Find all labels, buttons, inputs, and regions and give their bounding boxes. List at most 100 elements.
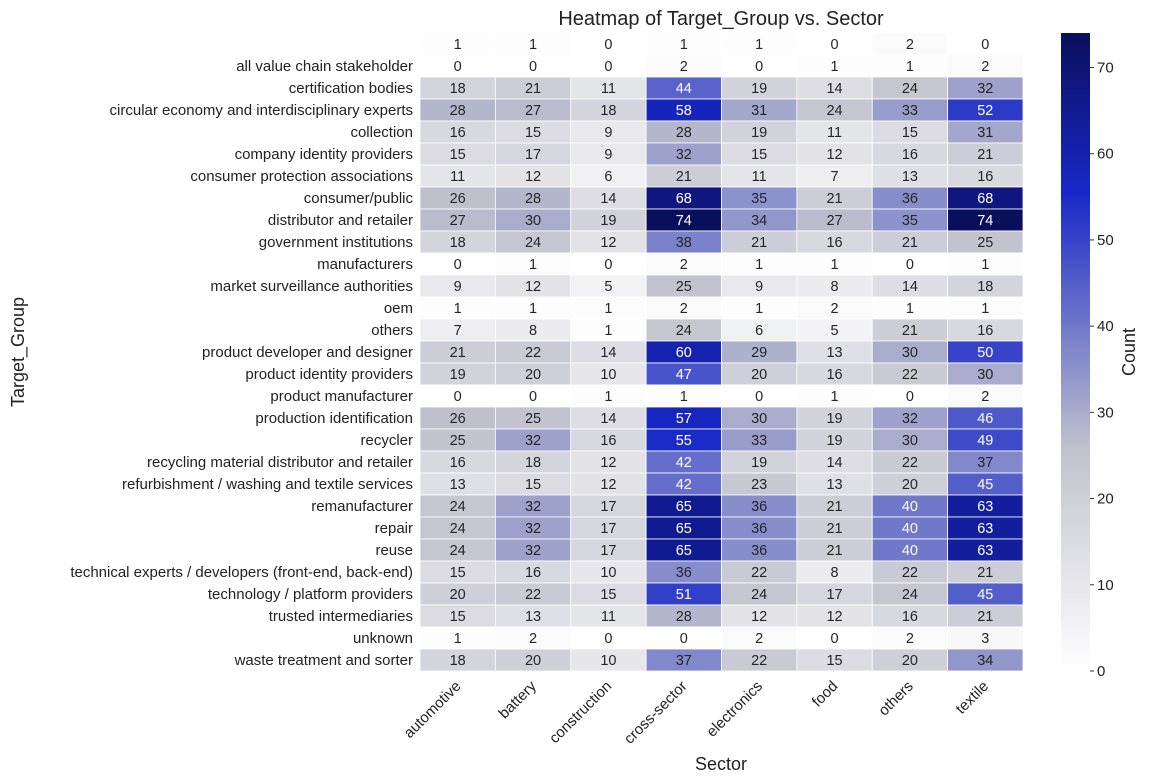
cell-value-label: 0 bbox=[981, 37, 989, 53]
cell-value-label: 1 bbox=[454, 301, 462, 317]
cell-value-label: 17 bbox=[600, 499, 616, 515]
cell-value-label: 33 bbox=[751, 433, 767, 449]
colorbar bbox=[1061, 33, 1090, 671]
cell-value-label: 38 bbox=[676, 235, 692, 251]
cell-value-label: 2 bbox=[981, 59, 989, 75]
cell-value-label: 12 bbox=[751, 609, 767, 625]
cell-value-label: 17 bbox=[826, 587, 842, 603]
cell-value-label: 6 bbox=[604, 169, 612, 185]
cell-value-label: 15 bbox=[525, 477, 541, 493]
x-tick-label: food bbox=[809, 678, 842, 711]
cell-value-label: 25 bbox=[977, 235, 993, 251]
cell-value-label: 1 bbox=[981, 301, 989, 317]
cell-value-label: 0 bbox=[755, 59, 763, 75]
cell-value-label: 52 bbox=[977, 103, 993, 119]
cell-value-label: 34 bbox=[751, 213, 767, 229]
cell-value-label: 20 bbox=[525, 653, 541, 669]
x-tick-labels: automotive battery construction cross-secto… bbox=[401, 677, 993, 747]
cell-value-label: 21 bbox=[826, 543, 842, 559]
cell-value-label: 22 bbox=[525, 587, 541, 603]
cell-value-label: 17 bbox=[600, 521, 616, 537]
cell-value-label: 30 bbox=[902, 433, 918, 449]
cell-value-label: 63 bbox=[977, 543, 993, 559]
cell-value-label: 18 bbox=[977, 279, 993, 295]
cell-value-label: 22 bbox=[902, 455, 918, 471]
cell-value-label: 28 bbox=[525, 191, 541, 207]
cell-value-label: 2 bbox=[680, 301, 688, 317]
cell-value-label: 1 bbox=[680, 37, 688, 53]
cell-value-label: 2 bbox=[755, 631, 763, 647]
cell-value-label: 65 bbox=[676, 543, 692, 559]
cell-value-label: 0 bbox=[831, 631, 839, 647]
cell-value-label: 42 bbox=[676, 477, 692, 493]
cell-value-label: 11 bbox=[601, 81, 616, 97]
cell-value-label: 1 bbox=[831, 389, 839, 405]
cell-value-label: 24 bbox=[450, 543, 466, 559]
cell-value-label: 68 bbox=[977, 191, 993, 207]
cell-value-label: 24 bbox=[902, 81, 918, 97]
cell-value-label: 13 bbox=[525, 609, 541, 625]
cell-value-label: 0 bbox=[454, 257, 462, 273]
y-tick-label: company identity providers bbox=[235, 146, 413, 163]
x-tick-label: cross-sector bbox=[621, 678, 691, 748]
y-tick-label: consumer/public bbox=[304, 190, 414, 207]
cell-value-label: 1 bbox=[906, 59, 914, 75]
cell-value-label: 17 bbox=[525, 147, 541, 163]
cell-value-label: 29 bbox=[751, 345, 767, 361]
cell-value-label: 24 bbox=[450, 499, 466, 515]
y-tick-label: recycling material distributor and retai… bbox=[147, 454, 413, 471]
cell-value-label: 2 bbox=[831, 301, 839, 317]
cell-value-label: 24 bbox=[450, 521, 466, 537]
y-tick-label: government institutions bbox=[259, 234, 413, 251]
cell-value-label: 30 bbox=[525, 213, 541, 229]
cell-value-label: 1 bbox=[529, 301, 537, 317]
colorbar-tick-label: 30 bbox=[1097, 404, 1114, 421]
cell-value-label: 0 bbox=[604, 59, 612, 75]
cell-value-label: 19 bbox=[826, 433, 842, 449]
cell-value-label: 16 bbox=[525, 565, 541, 581]
cell-value-label: 58 bbox=[676, 103, 692, 119]
cell-value-label: 18 bbox=[600, 103, 616, 119]
cell-value-label: 45 bbox=[977, 477, 993, 493]
cell-value-label: 42 bbox=[676, 455, 692, 471]
cell-value-label: 8 bbox=[529, 323, 537, 339]
cell-value-label: 45 bbox=[977, 587, 993, 603]
cell-value-label: 1 bbox=[981, 257, 989, 273]
cell-value-label: 9 bbox=[604, 147, 612, 163]
cell-value-label: 16 bbox=[902, 147, 918, 163]
cell-value-label: 12 bbox=[525, 169, 541, 185]
cell-value-label: 18 bbox=[450, 653, 466, 669]
cell-value-label: 14 bbox=[826, 81, 842, 97]
cell-value-label: 15 bbox=[525, 125, 541, 141]
cell-value-label: 65 bbox=[676, 521, 692, 537]
cell-value-label: 25 bbox=[676, 279, 692, 295]
cell-value-label: 16 bbox=[977, 169, 993, 185]
cell-value-label: 44 bbox=[676, 81, 692, 97]
cell-value-label: 34 bbox=[977, 653, 993, 669]
cell-value-label: 15 bbox=[450, 609, 466, 625]
cell-value-label: 2 bbox=[680, 257, 688, 273]
y-tick-label: others bbox=[371, 322, 413, 339]
cell-value-label: 0 bbox=[454, 59, 462, 75]
cell-value-label: 25 bbox=[450, 433, 466, 449]
cell-value-label: 19 bbox=[751, 81, 767, 97]
colorbar-tick-label: 40 bbox=[1097, 318, 1114, 335]
cell-value-label: 21 bbox=[676, 169, 692, 185]
cell-value-label: 10 bbox=[600, 653, 616, 669]
heatmap-cell bbox=[947, 648, 1024, 672]
y-tick-label: remanufacturer bbox=[311, 498, 413, 515]
cell-value-label: 32 bbox=[525, 433, 541, 449]
cell-value-label: 1 bbox=[831, 59, 839, 75]
cell-value-label: 40 bbox=[902, 521, 918, 537]
cell-value-label: 15 bbox=[751, 147, 767, 163]
y-tick-labels: all value chain stakeholder certification… bbox=[70, 58, 413, 669]
cell-value-label: 16 bbox=[977, 323, 993, 339]
cell-value-label: 30 bbox=[977, 367, 993, 383]
cell-value-label: 63 bbox=[977, 499, 993, 515]
x-tick-label: automotive bbox=[401, 678, 465, 742]
y-tick-label: product manufacturer bbox=[270, 388, 413, 405]
cell-value-label: 0 bbox=[529, 389, 537, 405]
cell-value-label: 22 bbox=[751, 565, 767, 581]
cell-value-label: 3 bbox=[981, 631, 989, 647]
